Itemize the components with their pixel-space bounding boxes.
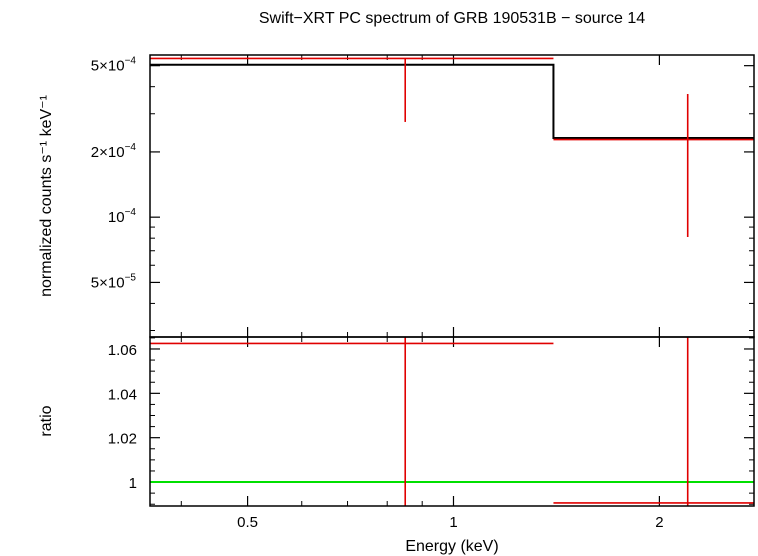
bottom-y-axis-label: ratio [38,405,55,436]
top-panel: 5×10−4 2×10−4 10−4 5×10−5 [91,55,754,337]
bottom-y-tick-label: 1.04 [108,386,137,403]
bottom-y-tick-label: 1 [129,475,137,492]
top-y-tick-label: 5×10−5 [91,272,137,291]
x-tick-label: 2 [655,514,663,531]
top-y-tick-label: 10−4 [108,207,137,226]
bottom-panel: 0.5 1 2 1.06 1.04 1.02 1 [108,337,754,531]
top-y-tick-label: 2×10−4 [91,142,137,161]
bottom-y-tick-label: 1.06 [108,342,137,359]
x-tick-label: 0.5 [237,514,258,531]
top-y-tick-label: 5×10−4 [91,56,137,75]
chart-title: Swift−XRT PC spectrum of GRB 190531B − s… [259,10,645,27]
x-tick-label: 1 [449,514,457,531]
x-axis-label: Energy (keV) [405,538,498,555]
top-plot-frame [149,54,755,338]
bottom-y-tick-label: 1.02 [108,431,137,448]
top-y-axis-label: normalized counts s⁻¹ keV⁻¹ [38,95,55,297]
model-step-line [150,63,754,139]
bottom-plot-frame [149,336,755,507]
